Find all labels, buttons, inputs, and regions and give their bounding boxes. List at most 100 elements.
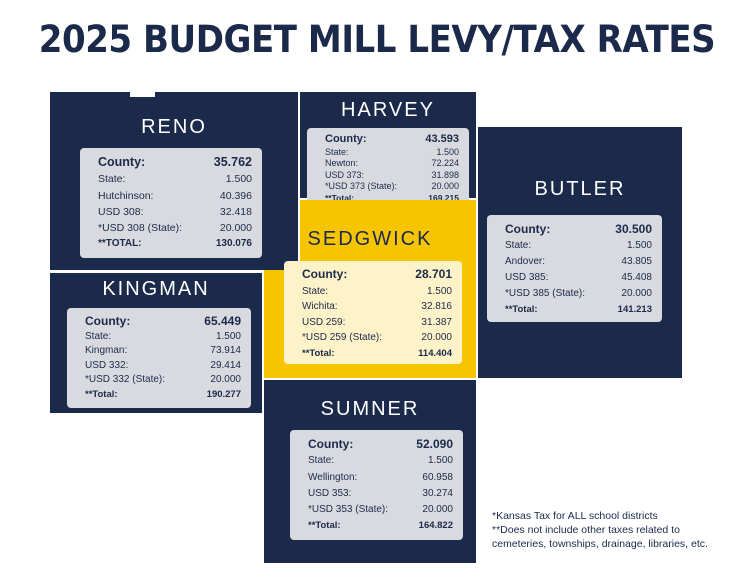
rate-value: 52.090 <box>416 437 453 451</box>
rate-row: State: 1.500 <box>85 330 241 345</box>
rate-label: *USD 259 (State): <box>302 332 383 344</box>
county-name: BUTLER <box>534 178 626 200</box>
rate-value: 20.000 <box>422 504 453 516</box>
rate-box: County: 65.449 State: 1.500 Kingman: 73.914 US… <box>67 308 251 408</box>
rate-label: Kingman: <box>85 345 128 357</box>
rate-label: Wellington: <box>308 471 358 483</box>
rate-label: *USD 308 (State): <box>98 222 183 235</box>
title: 2025 BUDGET MILL LEVY/TAX RATES <box>38 18 716 61</box>
rate-row: **Total: 190.277 <box>85 388 241 403</box>
rate-label: State: <box>302 285 329 297</box>
rate-label: **TOTAL: <box>98 238 142 250</box>
rate-row: State: 1.500 <box>302 284 452 300</box>
rate-row: Kingman: 73.914 <box>85 344 241 359</box>
county-name: HARVEY <box>341 99 435 121</box>
rate-label: **Total: <box>325 192 355 203</box>
rate-label: **Total: <box>302 347 335 359</box>
rate-value: 1.500 <box>426 285 452 297</box>
rate-value: 1.500 <box>436 146 459 157</box>
footnote: cemeteries, townships, drainage, librari… <box>492 538 708 550</box>
rate-value: 72.224 <box>431 158 459 168</box>
rate-label: County: <box>98 155 146 169</box>
rate-row: Wellington: 60.958 <box>308 470 453 486</box>
rate-label: State: <box>85 330 112 342</box>
rate-value: 190.277 <box>206 388 241 400</box>
rate-value: 35.762 <box>213 155 252 169</box>
rate-label: State: <box>325 146 349 157</box>
rate-row: Newton: 72.224 <box>325 158 459 170</box>
rate-row: **Total: 141.213 <box>505 302 652 318</box>
rate-row: *USD 353 (State): 20.000 <box>308 502 453 518</box>
rate-label: *USD 353 (State): <box>308 504 389 516</box>
rate-row: *USD 385 (State): 20.000 <box>505 286 652 302</box>
rate-box: County: 52.090 State: 1.500 Wellington: 60.95… <box>290 430 463 540</box>
rate-row: *USD 373 (State): 20.000 <box>325 181 459 193</box>
rate-label: State: <box>505 240 532 251</box>
rate-value: 60.958 <box>422 471 453 483</box>
rate-value: 164.822 <box>418 520 453 532</box>
rate-row: *USD 259 (State): 20.000 <box>302 330 452 346</box>
rate-value: 1.500 <box>427 455 453 467</box>
rate-label: County: <box>325 133 367 145</box>
rate-label: USD 332: <box>85 359 129 371</box>
rate-label: County: <box>308 437 354 451</box>
rate-row: State: 1.500 <box>325 147 459 159</box>
rate-row: USD 308: 32.418 <box>98 204 252 220</box>
rate-value: 1.500 <box>626 240 652 251</box>
rate-value: 30.500 <box>615 222 652 236</box>
rate-value: 20.000 <box>431 181 459 191</box>
rate-label: *USD 385 (State): <box>505 288 586 299</box>
rate-value: 31.387 <box>421 316 452 328</box>
rate-row: Wichita: 32.816 <box>302 299 452 315</box>
rate-label: State: <box>98 173 126 186</box>
rate-value: 20.000 <box>219 222 252 235</box>
rate-value: 73.914 <box>210 345 241 357</box>
rate-label: **Total: <box>85 388 118 400</box>
rate-value: 20.000 <box>421 332 452 344</box>
rate-label: USD 353: <box>308 487 352 499</box>
rate-row: USD 373: 31.898 <box>325 170 459 182</box>
rate-label: USD 373: <box>325 169 365 180</box>
footnote: *Kansas Tax for ALL school districts <box>492 510 658 522</box>
rate-label: USD 385: <box>505 272 549 283</box>
rate-value: 29.414 <box>210 359 241 371</box>
rate-row: Hutchinson: 40.396 <box>98 188 252 204</box>
rate-label: State: <box>308 455 335 467</box>
rate-row: State: 1.500 <box>98 171 252 187</box>
rate-row: *USD 308 (State): 20.000 <box>98 220 252 236</box>
county-name: KINGMAN <box>102 278 210 300</box>
rate-row: USD 353: 30.274 <box>308 486 453 502</box>
rate-row: State: 1.500 <box>505 238 652 254</box>
rate-box: County: 43.593 State: 1.500 Newton: 72.224 USD… <box>307 128 469 212</box>
rate-row: **TOTAL: 130.076 <box>98 236 252 252</box>
rate-row: County: 43.593 <box>325 133 459 147</box>
rate-value: 32.418 <box>219 205 252 218</box>
rate-value: 169.215 <box>428 192 459 203</box>
rate-value: 40.396 <box>219 189 252 202</box>
county-name: SEDGWICK <box>307 228 433 250</box>
rate-label: County: <box>302 267 348 281</box>
rate-value: 43.593 <box>425 133 459 145</box>
rate-row: County: 28.701 <box>302 266 452 284</box>
rate-value: 114.404 <box>418 347 452 359</box>
rate-box: County: 30.500 State: 1.500 Andover: 43.805 US… <box>487 215 662 322</box>
county-shape <box>300 200 476 270</box>
rate-value: 31.898 <box>431 169 459 180</box>
rate-label: USD 259: <box>302 316 346 328</box>
footnotes: *Kansas Tax for ALL school districts **D… <box>492 509 708 551</box>
rate-label: County: <box>85 314 131 328</box>
rate-row: County: 35.762 <box>98 153 252 171</box>
rate-value: 28.701 <box>415 267 452 281</box>
rate-label: USD 308: <box>98 205 144 218</box>
rate-value: 130.076 <box>215 238 252 250</box>
rate-row: **Total: 164.822 <box>308 518 453 534</box>
rate-label: *USD 373 (State): <box>325 181 398 191</box>
county-name: RENO <box>141 116 207 138</box>
rate-value: 20.000 <box>621 288 652 299</box>
rate-row: USD 332: 29.414 <box>85 359 241 374</box>
rate-row: Andover: 43.805 <box>505 254 652 270</box>
rate-value: 20.000 <box>210 374 241 386</box>
rate-label: Newton: <box>325 158 359 168</box>
rate-value: 65.449 <box>204 314 241 328</box>
